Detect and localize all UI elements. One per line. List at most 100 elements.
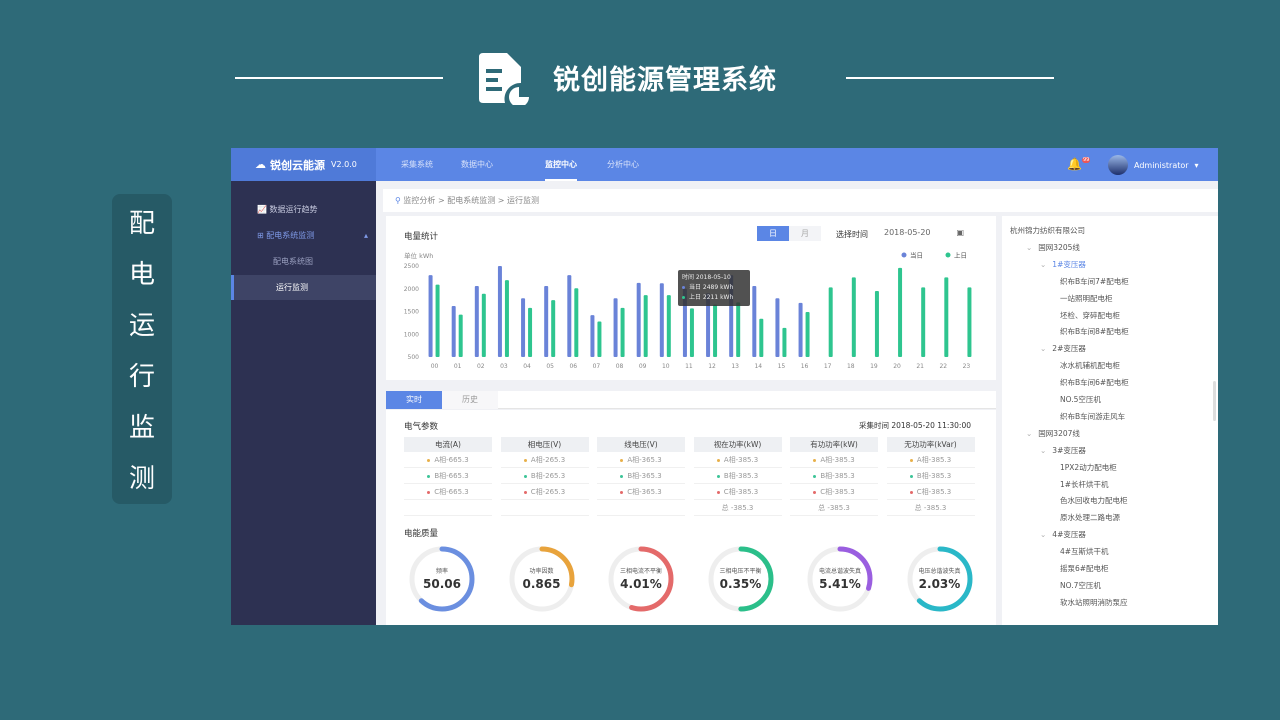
app-screenshot: ☁ 锐创云能源 V2.0.0 采集系统 数据中心 监控中心 分析中心 🔔99 Admini… (231, 148, 1218, 625)
param-value: C相-385.3 (916, 488, 952, 496)
sidebar-item-label: 运行监测 (276, 283, 308, 292)
tree-node[interactable]: ⌄ 3#变压器 (1040, 445, 1086, 456)
tree-node[interactable]: 摇泵6#配电柜 (1060, 563, 1109, 574)
phase-dot-icon (523, 474, 527, 478)
bar-today (636, 282, 641, 357)
tree-node-label: 国网3207线 (1038, 428, 1080, 438)
tree-node[interactable]: ⌄ 1#变压器 (1040, 259, 1086, 270)
nav-item[interactable]: 分析中心 (607, 160, 639, 169)
bar-yesterday (805, 311, 810, 357)
x-tick-label: 12 (708, 363, 716, 370)
section-label-char: 电 (128, 260, 155, 290)
bar-today (752, 286, 757, 357)
legend-label: 上日 (954, 251, 967, 260)
tree-node[interactable]: 1#长杆烘干机 (1060, 479, 1109, 490)
bar-yesterday (504, 280, 509, 357)
param-cell (404, 500, 492, 516)
time-label: 选择时间 (836, 230, 868, 239)
quality-gauge: 电压总谐波失真 2.03% (906, 545, 974, 613)
tree-node[interactable]: 软水站照明消防泵应 (1060, 597, 1128, 608)
bar-yesterday (828, 287, 833, 357)
param-cell: B相-385.3 (790, 468, 878, 484)
sidebar-item[interactable]: ⊞ 配电系统监测 ▴ (231, 223, 376, 248)
param-value: A相-665.3 (434, 456, 469, 464)
scrollbar[interactable] (1213, 381, 1216, 421)
tree-node[interactable]: ⌄ 4#变压器 (1040, 529, 1086, 540)
tree-node[interactable]: 4#互斯烘干机 (1060, 546, 1109, 557)
brand[interactable]: ☁ 锐创云能源 V2.0.0 (231, 148, 376, 181)
phase-dot-icon (620, 458, 624, 462)
phase-dot-icon (716, 490, 720, 494)
gauge-label: 三相电压不平衡 (719, 568, 762, 575)
mode-day-button[interactable]: 日 (757, 226, 789, 241)
tree-node[interactable]: NO.5空压机 (1060, 394, 1101, 405)
sidebar-item[interactable]: 📈 数据运行趋势 (231, 197, 376, 222)
tree-node[interactable]: 原水处理二路电源 (1060, 512, 1120, 523)
nav-item[interactable]: 监控中心 (545, 148, 577, 181)
caret-down-icon: ▾ (1194, 160, 1199, 170)
tree-node[interactable]: 色水回收电力配电柜 (1060, 495, 1128, 506)
tree-node[interactable]: 一站照明配电柜 (1060, 293, 1113, 304)
bar-today (798, 302, 803, 357)
param-value: B相-365.3 (627, 472, 662, 480)
mode-month-button[interactable]: 月 (789, 226, 821, 241)
x-tick-label: 22 (939, 363, 947, 370)
sidebar-item[interactable]: 运行监测 (231, 275, 376, 300)
x-tick-label: 18 (847, 363, 855, 370)
bar-today (428, 275, 433, 357)
sidebar-item[interactable]: 配电系统图 (231, 249, 376, 274)
bar-yesterday (759, 318, 764, 357)
phase-dot-icon (427, 458, 431, 462)
bar-yesterday (458, 314, 463, 357)
param-cell: C相-385.3 (790, 484, 878, 500)
tree-node[interactable]: 冰水机辅机配电柜 (1060, 360, 1120, 371)
bar-yesterday (782, 327, 787, 357)
x-tick-label: 20 (893, 363, 901, 370)
tree-node[interactable]: 杭州锦力纺织有限公司 (1010, 225, 1085, 236)
y-tick-label: 2000 (404, 286, 419, 293)
calendar-icon: ▣ (956, 228, 964, 237)
tree-node[interactable]: ⌄ 国网3207线 (1026, 428, 1080, 439)
tree-node[interactable]: NO.7空压机 (1060, 580, 1101, 591)
brand-name: 锐创云能源 (270, 158, 325, 172)
quality-gauge: 电流总谐波失真 5.41% (806, 545, 874, 613)
tree-node[interactable]: 1PX2动力配电柜 (1060, 462, 1117, 473)
user-menu[interactable]: Administrator ▾ (1108, 155, 1199, 175)
top-bar (231, 148, 1218, 181)
nav-item[interactable]: 采集系统 (401, 160, 433, 169)
tree-node[interactable]: 织布B车间7#配电柜 (1060, 276, 1129, 287)
phase-dot-icon (813, 474, 817, 478)
tree-node[interactable]: 织布B车间游走风车 (1060, 411, 1125, 422)
bell-icon[interactable]: 🔔99 (1067, 157, 1091, 171)
section-label-char: 配 (128, 209, 155, 239)
plus-box-icon: ⊞ (257, 231, 267, 240)
param-column: 视在功率(kW) A相-385.3 B相-385.3 C相-385.3 总 -385.3 (693, 437, 782, 516)
tree-node[interactable]: 织布B车间6#配电柜 (1060, 377, 1129, 388)
tree-node-label: 织布B车间游走风车 (1060, 411, 1126, 421)
param-value: B相-385.3 (916, 472, 952, 480)
tree-node-label: 原水处理二路电源 (1060, 513, 1120, 523)
tab-history[interactable]: 历史 (442, 391, 498, 409)
param-cell: 总 -385.3 (886, 500, 975, 516)
gauge-ring (807, 546, 873, 612)
nav-item[interactable]: 数据中心 (461, 160, 493, 169)
section-label: 配电运行监测 (112, 194, 172, 504)
param-value: A相-385.3 (820, 456, 855, 464)
chevron-down-icon: ⌄ (1040, 259, 1047, 269)
tree-node-label: 国网3205线 (1038, 242, 1080, 252)
param-value: C相-385.3 (723, 488, 759, 496)
param-value: C相-265.3 (530, 488, 566, 496)
tree-node[interactable]: 织布B车间8#配电柜 (1060, 326, 1129, 337)
gauge-value: 2.03% (918, 577, 961, 591)
y-tick-label: 1000 (404, 331, 419, 338)
tab-realtime[interactable]: 实时 (386, 391, 442, 409)
date-picker[interactable]: 2018-05-20 ▣ (878, 225, 968, 241)
tree-node-label: 1#长杆烘干机 (1060, 479, 1109, 489)
tree-node[interactable]: 坯检、穿碎配电柜 (1060, 310, 1120, 321)
gauge-label: 电流总谐波失真 (818, 568, 861, 575)
tree-node[interactable]: ⌄ 国网3205线 (1026, 242, 1080, 253)
yesterday-dot-icon (682, 296, 685, 299)
bar-yesterday (435, 284, 440, 357)
tree-node[interactable]: ⌄ 2#变压器 (1040, 343, 1086, 354)
bar-yesterday (851, 277, 856, 357)
